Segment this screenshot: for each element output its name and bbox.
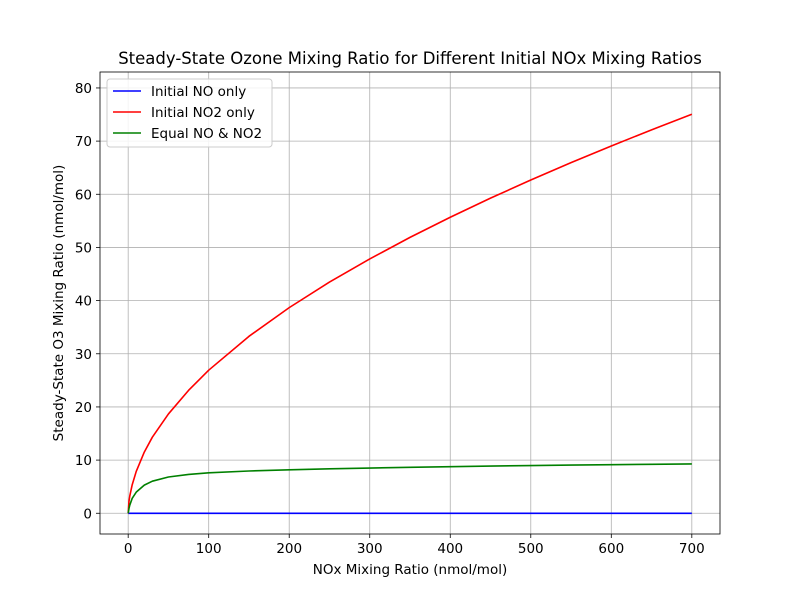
x-tick-label: 600 — [598, 541, 624, 557]
y-tick-label: 20 — [75, 400, 92, 416]
y-tick-label: 60 — [75, 187, 92, 203]
y-tick-label: 0 — [83, 506, 92, 522]
data-series — [127, 113, 693, 515]
legend-label-equal-no-no2: Equal NO & NO2 — [151, 126, 262, 142]
y-axis-label: Steady-State O3 Mixing Ratio (nmol/mol) — [51, 165, 67, 442]
x-tick-label: 200 — [276, 541, 302, 557]
y-tick-label: 40 — [75, 294, 92, 310]
series-line-equal-no-no2 — [127, 463, 692, 514]
x-axis-ticks: 0 100 200 300 400 500 600 700 — [124, 534, 705, 557]
x-tick-label: 0 — [124, 541, 133, 557]
y-tick-label: 50 — [75, 240, 92, 256]
x-tick-label: 400 — [437, 541, 463, 557]
series-line-initial-no2-only — [127, 113, 693, 514]
chart-title: Steady-State Ozone Mixing Ratio for Diff… — [118, 49, 702, 68]
x-tick-label: 300 — [357, 541, 383, 557]
x-tick-label: 100 — [196, 541, 222, 557]
y-tick-label: 80 — [75, 81, 92, 97]
y-tick-label: 30 — [75, 347, 92, 363]
x-tick-label: 700 — [679, 541, 705, 557]
legend: Initial NO only Initial NO2 only Equal NO … — [106, 78, 273, 148]
legend-label-initial-no-only: Initial NO only — [151, 84, 246, 100]
plot-background — [100, 72, 720, 534]
y-axis-ticks: 0 10 20 30 40 50 60 70 80 — [75, 81, 100, 522]
x-tick-label: 500 — [518, 541, 544, 557]
plot-frame — [99, 71, 721, 535]
y-tick-label: 70 — [75, 134, 92, 150]
y-tick-label: 10 — [75, 453, 92, 469]
legend-box — [106, 78, 273, 148]
x-axis-label: NOx Mixing Ratio (nmol/mol) — [313, 562, 507, 578]
legend-label-initial-no2-only: Initial NO2 only — [151, 105, 255, 121]
